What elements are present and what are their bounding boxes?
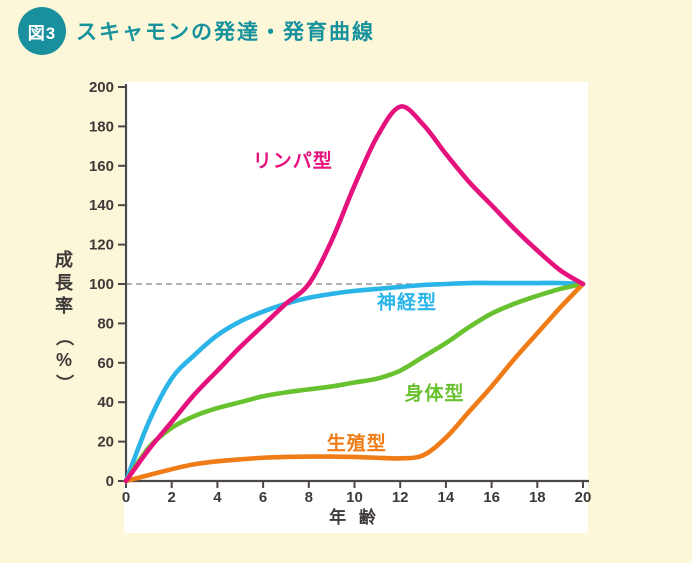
- curve-label-神経型: 神経型: [377, 291, 437, 314]
- x-tick-label: 8: [305, 489, 313, 506]
- curve-リンパ型: [123, 104, 586, 484]
- y-tick-label: 200: [89, 79, 114, 96]
- x-tick-label: 14: [438, 489, 455, 506]
- figure-title: スキャモンの発達・発育曲線: [76, 21, 375, 44]
- x-axis-title: 年 齢: [329, 507, 380, 527]
- y-tick-label: 180: [89, 118, 114, 135]
- curve-label-身体型: 身体型: [404, 381, 464, 404]
- x-tick-label: 20: [575, 489, 592, 506]
- y-tick-label: 40: [97, 394, 114, 411]
- y-tick-label: 140: [89, 197, 114, 214]
- y-tick-label: 160: [89, 158, 114, 175]
- y-tick-label: 0: [106, 473, 114, 490]
- x-tick-label: 4: [213, 489, 222, 506]
- figure-header: 図3 スキャモンの発達・発育曲線: [0, 0, 692, 62]
- y-axis-title-char: 成: [55, 249, 73, 270]
- curve-神経型: [123, 280, 586, 484]
- curve-生殖型: [123, 281, 586, 484]
- x-tick-label: 0: [122, 489, 130, 506]
- figure-number-label: 図3: [27, 23, 57, 43]
- curve-label-生殖型: 生殖型: [327, 432, 387, 455]
- figure-number-badge: 図3: [18, 7, 66, 55]
- x-tick-label: 10: [346, 489, 363, 506]
- x-tick-label: 12: [392, 489, 409, 506]
- y-tick-label: 100: [89, 276, 114, 293]
- y-tick-label: 20: [97, 434, 114, 451]
- y-tick-label: 80: [97, 315, 114, 332]
- x-tick-label: 16: [483, 489, 500, 506]
- y-axis-title-char: %: [56, 350, 72, 370]
- x-tick-label: 6: [259, 489, 267, 506]
- x-tick-label: 2: [168, 489, 176, 506]
- y-axis-title-char: 長: [55, 273, 74, 293]
- y-tick-label: 60: [97, 355, 114, 372]
- y-axis-title-char: 率: [55, 295, 73, 316]
- y-axis-title-char: （: [54, 328, 74, 346]
- curve-身体型: [123, 281, 586, 484]
- curve-label-リンパ型: リンパ型: [253, 149, 333, 172]
- y-tick-label: 120: [89, 237, 114, 254]
- y-axis-title-char: ）: [54, 374, 74, 392]
- x-tick-label: 18: [529, 489, 546, 506]
